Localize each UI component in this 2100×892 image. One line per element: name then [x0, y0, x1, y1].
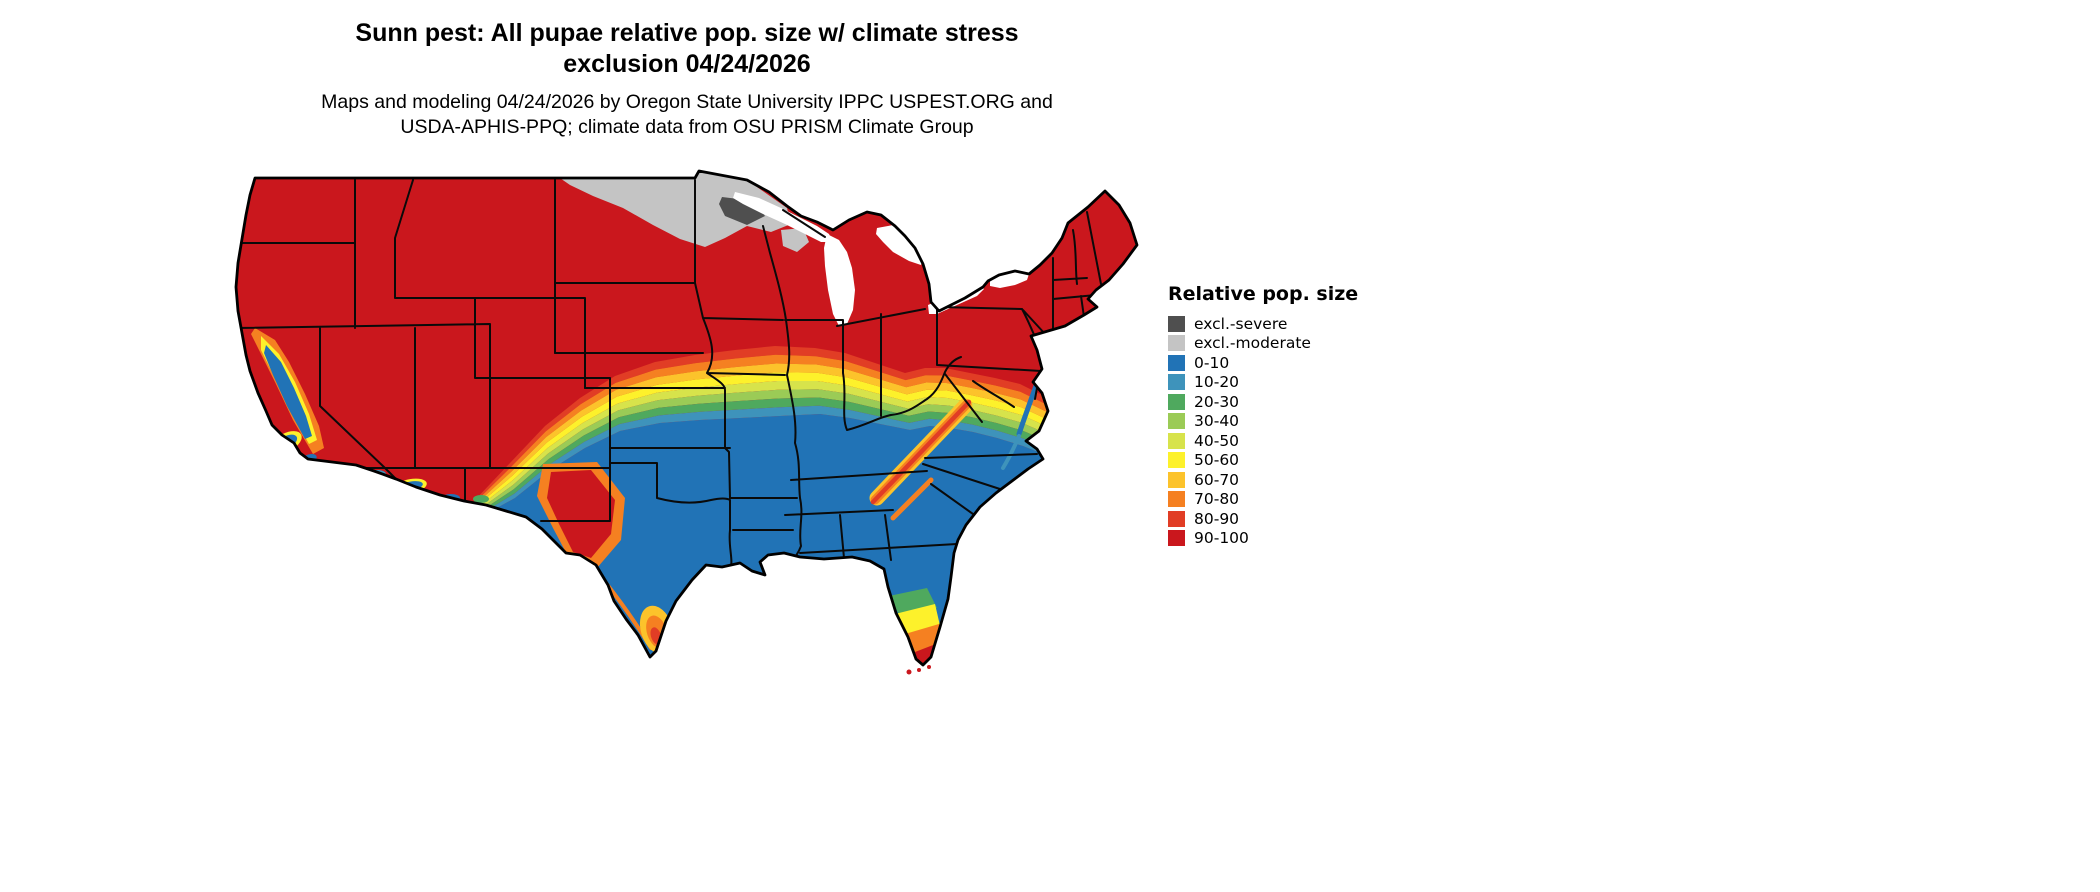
legend-label: excl.-severe	[1194, 314, 1288, 333]
lake-superior	[733, 192, 833, 242]
legend-label: excl.-moderate	[1194, 334, 1311, 353]
legend-label: 0-10	[1194, 353, 1230, 372]
map-overlays	[251, 171, 1040, 665]
attribution-line-1: Maps and modeling 04/24/2026 by Oregon S…	[321, 91, 1053, 113]
legend-label: 80-90	[1194, 509, 1240, 528]
legend-label: 90-100	[1194, 529, 1249, 548]
legend-item: excl.-severe	[1168, 314, 1398, 334]
legend: Relative pop. size excl.-severe excl.-mo…	[1168, 283, 1398, 548]
legend-item: excl.-moderate	[1168, 334, 1398, 354]
legend-items: excl.-severe excl.-moderate 0-10 10-20 2…	[1168, 314, 1398, 548]
appalachian-streak-2	[890, 477, 934, 521]
legend-swatch	[1168, 510, 1185, 527]
attribution-line-2: USDA-APHIS-PPQ; climate data from OSU PR…	[400, 116, 974, 138]
legend-item: 90-100	[1168, 529, 1398, 549]
legend-label: 30-40	[1194, 412, 1240, 431]
legend-title: Relative pop. size	[1168, 283, 1359, 305]
exclusion-moderate-region-2	[781, 228, 809, 252]
legend-label: 20-30	[1194, 392, 1240, 411]
legend-item: 60-70	[1168, 470, 1398, 490]
legend-item: 0-10	[1168, 353, 1398, 373]
exclusion-moderate-region	[557, 171, 791, 247]
legend-label: 70-80	[1194, 490, 1240, 509]
legend-item: 30-40	[1168, 412, 1398, 432]
legend-swatch	[1168, 335, 1185, 352]
legend-label: 10-20	[1194, 373, 1240, 392]
legend-swatch	[1168, 471, 1185, 488]
midatlantic-coast-teal	[1001, 434, 1021, 470]
legend-label: 60-70	[1194, 470, 1240, 489]
legend-swatch	[1168, 393, 1185, 410]
legend-swatch	[1168, 452, 1185, 469]
legend-item: 80-90	[1168, 509, 1398, 529]
legend-item: 70-80	[1168, 490, 1398, 510]
title-line-1: Sunn pest: All pupae relative pop. size …	[355, 19, 1019, 47]
nm-valley-green	[473, 495, 489, 503]
west-texas-red	[547, 470, 615, 558]
legend-item: 20-30	[1168, 392, 1398, 412]
title-block: Sunn pest: All pupae relative pop. size …	[0, 18, 1374, 140]
legend-swatch	[1168, 315, 1185, 332]
legend-swatch	[1168, 530, 1185, 547]
legend-swatch	[1168, 432, 1185, 449]
florida-keys	[906, 665, 931, 675]
legend-swatch	[1168, 374, 1185, 391]
state-borders	[236, 179, 1102, 576]
legend-label: 50-60	[1194, 451, 1240, 470]
page-title: Sunn pest: All pupae relative pop. size …	[0, 18, 1374, 80]
appalachian-streak-red	[870, 399, 972, 505]
legend-item: 10-20	[1168, 373, 1398, 393]
legend-label: 40-50	[1194, 431, 1240, 450]
legend-swatch	[1168, 491, 1185, 508]
title-line-2: exclusion 04/24/2026	[563, 50, 811, 78]
us-map-svg	[234, 169, 1139, 675]
central-valley-blue	[264, 345, 312, 439]
us-map	[225, 168, 1140, 683]
lake-ontario	[990, 271, 1029, 288]
legend-item: 40-50	[1168, 431, 1398, 451]
map-attribution: Maps and modeling 04/24/2026 by Oregon S…	[0, 90, 1374, 140]
us-outline	[234, 169, 1139, 667]
lake-michigan	[824, 234, 855, 326]
legend-swatch	[1168, 413, 1185, 430]
legend-swatch	[1168, 354, 1185, 371]
legend-item: 50-60	[1168, 451, 1398, 471]
